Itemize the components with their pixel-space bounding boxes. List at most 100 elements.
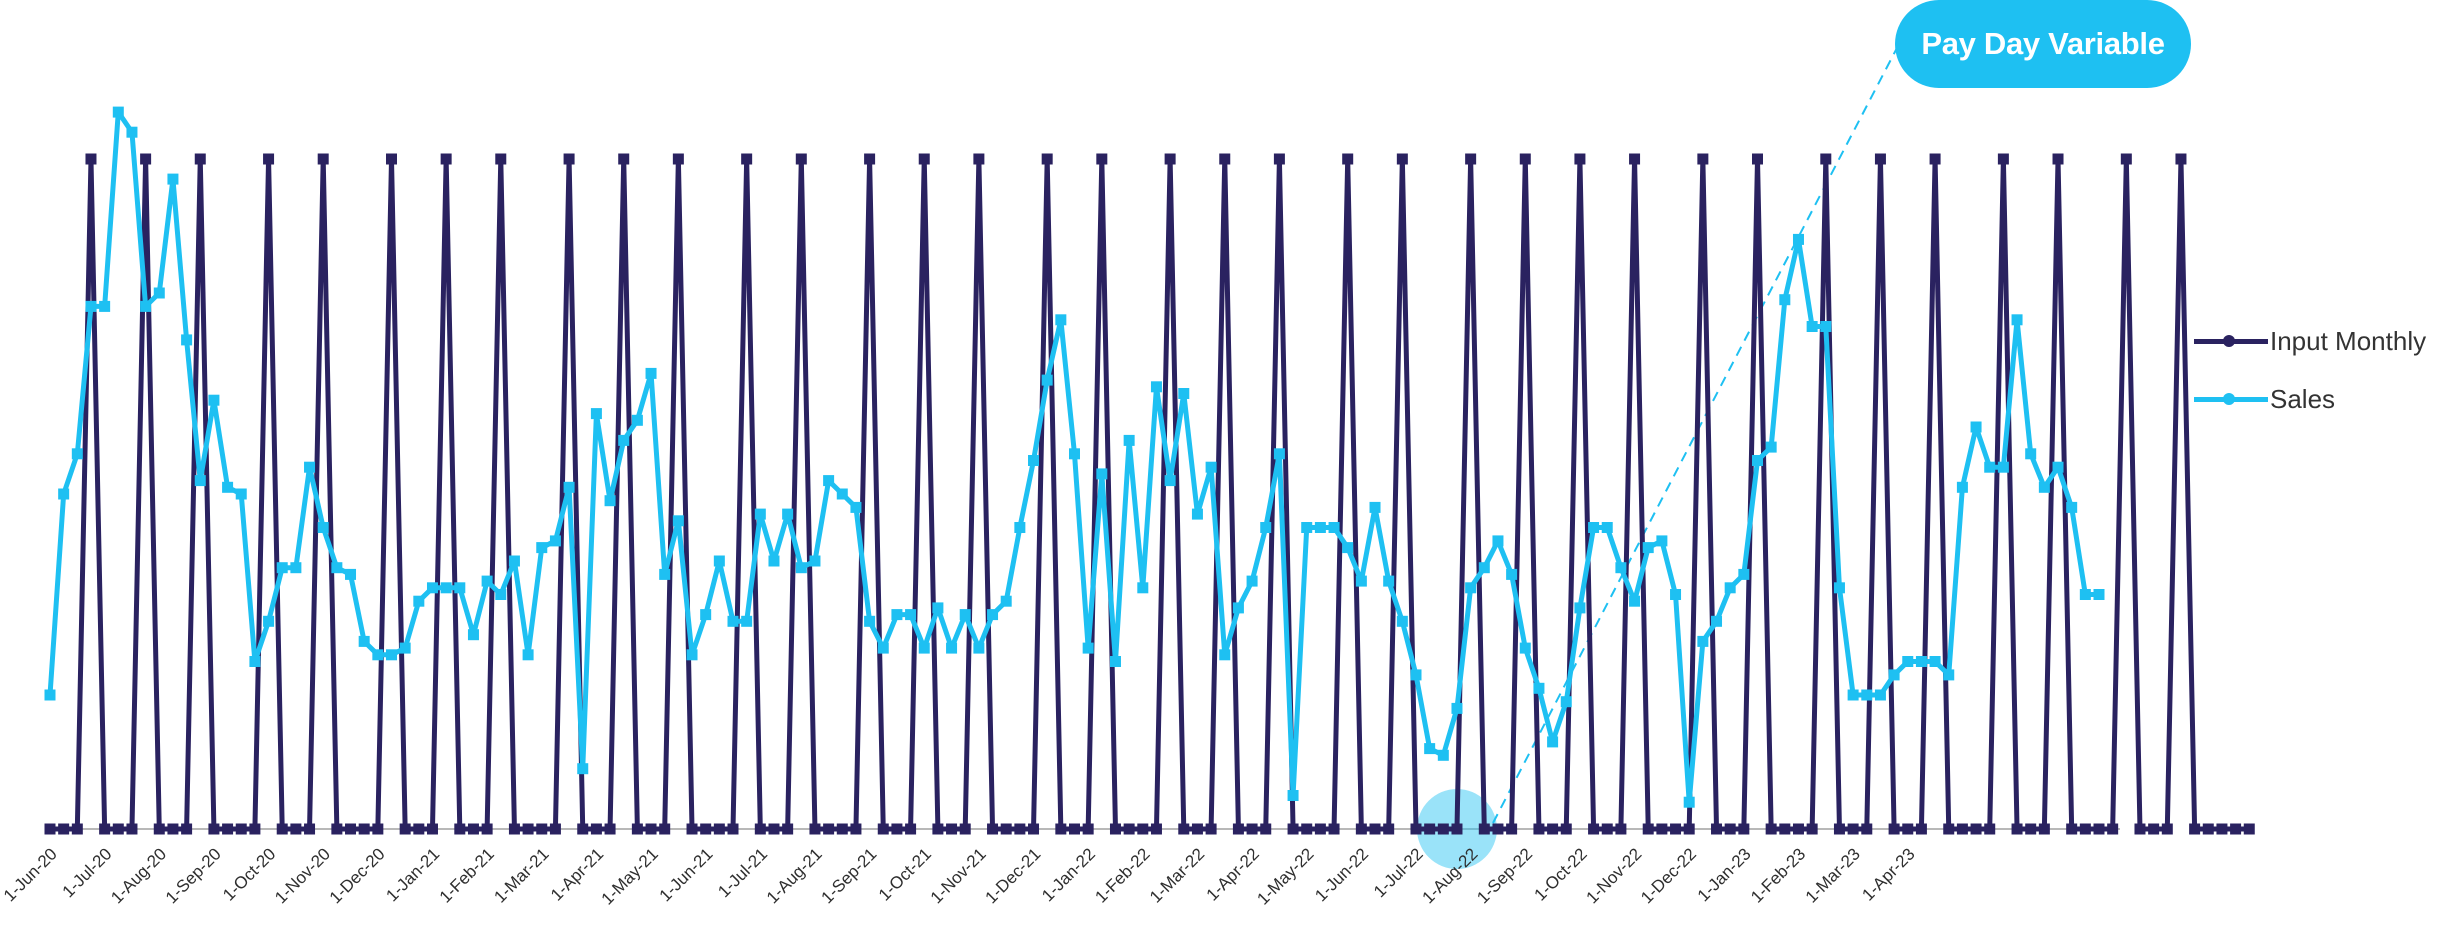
- data-point-sales[interactable]: [1970, 421, 1982, 433]
- data-point-sales[interactable]: [1000, 595, 1012, 607]
- data-point-input-monthly[interactable]: [440, 153, 452, 165]
- data-point-input-monthly[interactable]: [741, 153, 753, 165]
- data-point-sales[interactable]: [1232, 602, 1244, 614]
- data-point-sales[interactable]: [741, 615, 753, 627]
- data-point-input-monthly[interactable]: [2243, 823, 2255, 835]
- data-point-input-monthly[interactable]: [891, 823, 903, 835]
- data-point-sales[interactable]: [71, 448, 83, 460]
- data-point-sales[interactable]: [481, 575, 493, 587]
- data-point-input-monthly[interactable]: [1465, 153, 1477, 165]
- data-point-sales[interactable]: [208, 394, 220, 406]
- data-point-input-monthly[interactable]: [2079, 823, 2091, 835]
- data-point-input-monthly[interactable]: [386, 153, 397, 165]
- data-point-input-monthly[interactable]: [1396, 153, 1408, 165]
- data-point-sales[interactable]: [1984, 461, 1996, 473]
- data-point-input-monthly[interactable]: [2230, 823, 2242, 835]
- data-point-input-monthly[interactable]: [2011, 823, 2023, 835]
- data-point-input-monthly[interactable]: [2148, 823, 2160, 835]
- data-point-input-monthly[interactable]: [71, 823, 83, 835]
- data-point-input-monthly[interactable]: [1574, 153, 1586, 165]
- data-point-input-monthly[interactable]: [85, 153, 97, 165]
- data-point-input-monthly[interactable]: [235, 823, 247, 835]
- data-point-sales[interactable]: [1055, 314, 1067, 326]
- data-point-sales[interactable]: [1915, 656, 1927, 667]
- data-point-sales[interactable]: [1410, 669, 1422, 681]
- data-point-sales[interactable]: [1642, 542, 1654, 554]
- data-point-sales[interactable]: [1369, 501, 1381, 513]
- data-point-sales[interactable]: [1506, 568, 1518, 580]
- data-point-sales[interactable]: [2066, 501, 2078, 513]
- data-point-input-monthly[interactable]: [1232, 823, 1244, 835]
- data-point-sales[interactable]: [249, 656, 261, 667]
- data-point-input-monthly[interactable]: [1301, 823, 1313, 835]
- data-point-sales[interactable]: [1492, 535, 1504, 547]
- data-point-input-monthly[interactable]: [345, 823, 357, 835]
- data-point-input-monthly[interactable]: [1314, 823, 1326, 835]
- data-point-sales[interactable]: [1861, 689, 1873, 701]
- data-point-input-monthly[interactable]: [1191, 823, 1203, 835]
- data-point-sales[interactable]: [358, 635, 370, 647]
- data-point-input-monthly[interactable]: [222, 823, 234, 835]
- data-point-sales[interactable]: [1601, 522, 1613, 533]
- data-point-input-monthly[interactable]: [1656, 823, 1668, 835]
- data-point-input-monthly[interactable]: [1055, 823, 1067, 835]
- data-point-sales[interactable]: [932, 602, 944, 614]
- data-point-sales[interactable]: [99, 300, 111, 312]
- data-point-sales[interactable]: [1246, 575, 1258, 587]
- data-point-sales[interactable]: [1014, 522, 1026, 533]
- data-point-sales[interactable]: [946, 642, 958, 654]
- data-point-sales[interactable]: [522, 649, 534, 661]
- data-point-sales[interactable]: [1847, 689, 1859, 701]
- data-point-sales[interactable]: [167, 173, 179, 185]
- data-point-sales[interactable]: [1711, 615, 1723, 627]
- data-point-input-monthly[interactable]: [1615, 823, 1627, 835]
- data-point-input-monthly[interactable]: [2093, 823, 2105, 835]
- data-point-sales[interactable]: [1191, 508, 1203, 520]
- data-point-input-monthly[interactable]: [1888, 823, 1900, 835]
- data-point-input-monthly[interactable]: [1383, 823, 1395, 835]
- data-point-sales[interactable]: [181, 334, 193, 346]
- data-point-sales[interactable]: [1629, 595, 1641, 607]
- data-point-input-monthly[interactable]: [864, 153, 876, 165]
- data-point-sales[interactable]: [345, 568, 357, 580]
- data-point-input-monthly[interactable]: [1806, 823, 1818, 835]
- data-point-sales[interactable]: [1069, 448, 1080, 460]
- data-point-input-monthly[interactable]: [1943, 823, 1955, 835]
- data-point-input-monthly[interactable]: [1451, 823, 1463, 835]
- data-point-input-monthly[interactable]: [2025, 823, 2037, 835]
- data-point-input-monthly[interactable]: [413, 823, 425, 835]
- data-point-sales[interactable]: [1465, 582, 1477, 594]
- data-point-sales[interactable]: [686, 649, 698, 661]
- data-point-input-monthly[interactable]: [1205, 823, 1217, 835]
- data-point-sales[interactable]: [1328, 522, 1340, 533]
- data-point-sales[interactable]: [672, 515, 684, 527]
- data-point-input-monthly[interactable]: [2038, 823, 2050, 835]
- data-point-input-monthly[interactable]: [276, 823, 288, 835]
- data-point-sales[interactable]: [549, 535, 561, 547]
- data-point-input-monthly[interactable]: [1642, 823, 1654, 835]
- data-point-sales[interactable]: [1164, 475, 1176, 487]
- data-point-input-monthly[interactable]: [590, 823, 602, 835]
- data-point-input-monthly[interactable]: [2216, 823, 2228, 835]
- data-point-sales[interactable]: [1560, 696, 1572, 708]
- data-point-input-monthly[interactable]: [1902, 823, 1914, 835]
- data-point-input-monthly[interactable]: [823, 823, 835, 835]
- data-point-input-monthly[interactable]: [317, 153, 329, 165]
- data-point-input-monthly[interactable]: [686, 823, 698, 835]
- data-point-sales[interactable]: [891, 609, 903, 621]
- data-point-input-monthly[interactable]: [304, 823, 316, 835]
- data-point-input-monthly[interactable]: [1328, 823, 1340, 835]
- data-point-sales[interactable]: [1697, 635, 1709, 647]
- data-point-input-monthly[interactable]: [1506, 823, 1518, 835]
- data-point-input-monthly[interactable]: [2066, 823, 2078, 835]
- data-point-input-monthly[interactable]: [1792, 823, 1804, 835]
- data-point-input-monthly[interactable]: [1082, 823, 1094, 835]
- data-point-input-monthly[interactable]: [1219, 153, 1231, 165]
- data-point-input-monthly[interactable]: [905, 823, 917, 835]
- data-point-input-monthly[interactable]: [713, 823, 725, 835]
- data-point-sales[interactable]: [1738, 568, 1750, 580]
- data-point-input-monthly[interactable]: [768, 823, 780, 835]
- data-point-input-monthly[interactable]: [1028, 823, 1040, 835]
- data-point-sales[interactable]: [399, 642, 411, 654]
- data-point-input-monthly[interactable]: [522, 823, 534, 835]
